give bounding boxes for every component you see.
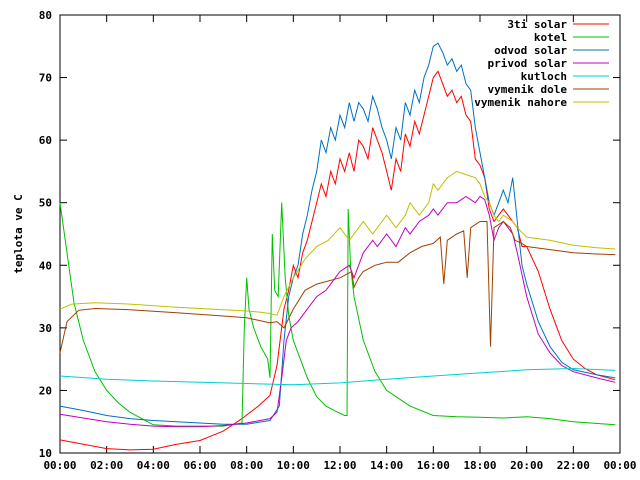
y-tick-label: 50: [39, 197, 52, 210]
legend-label-vymenik-nahore: vymenik nahore: [474, 96, 567, 109]
series-line-3ti-solar: [59, 70, 616, 451]
x-tick-label: 18:00: [463, 459, 496, 472]
x-tick-label: 16:00: [417, 459, 450, 472]
x-tick-label: 04:00: [137, 459, 170, 472]
x-tick-label: 22:00: [557, 459, 590, 472]
series-layer: [59, 42, 616, 451]
x-tick-label: 10:00: [277, 459, 310, 472]
y-tick-label: 80: [39, 9, 52, 22]
x-axis: 00:00 02:00 04:00 06:00 08:00 10:00 12:00 14:00…: [43, 15, 637, 472]
y-tick-label: 40: [39, 259, 52, 272]
legend-label-kutloch: kutloch: [521, 70, 567, 83]
x-tick-label: 02:00: [90, 459, 123, 472]
x-tick-label: 14:00: [370, 459, 403, 472]
x-tick-label: 06:00: [183, 459, 216, 472]
legend-label-odvod-solar: odvod solar: [494, 44, 567, 57]
series-line-vymenik-nahore: [59, 170, 616, 316]
y-tick-label: 20: [39, 384, 52, 397]
y-axis: 10 20 30 40 50 60 70 80: [39, 9, 620, 460]
y-tick-label: 70: [39, 72, 52, 85]
legend-label-vymenik-dole: vymenik dole: [488, 83, 568, 96]
x-tick-label: 08:00: [230, 459, 263, 472]
legend-label-privod-solar: privod solar: [488, 57, 568, 70]
y-tick-label: 60: [39, 134, 52, 147]
x-tick-label: 00:00: [603, 459, 636, 472]
series-line-vymenik-dole: [59, 220, 616, 354]
x-tick-label: 00:00: [43, 459, 76, 472]
legend-label-kotel: kotel: [534, 31, 567, 44]
x-tick-label: 12:00: [323, 459, 356, 472]
y-axis-label: teplota ve C: [12, 194, 25, 273]
y-tick-label: 10: [39, 447, 52, 460]
series-line-privod-solar: [59, 195, 616, 428]
series-line-kutloch: [59, 367, 616, 386]
legend-label-3ti-solar: 3ti solar: [507, 18, 567, 31]
y-tick-label: 30: [39, 322, 52, 335]
x-tick-label: 20:00: [510, 459, 543, 472]
series-line-odvod-solar: [59, 42, 616, 425]
